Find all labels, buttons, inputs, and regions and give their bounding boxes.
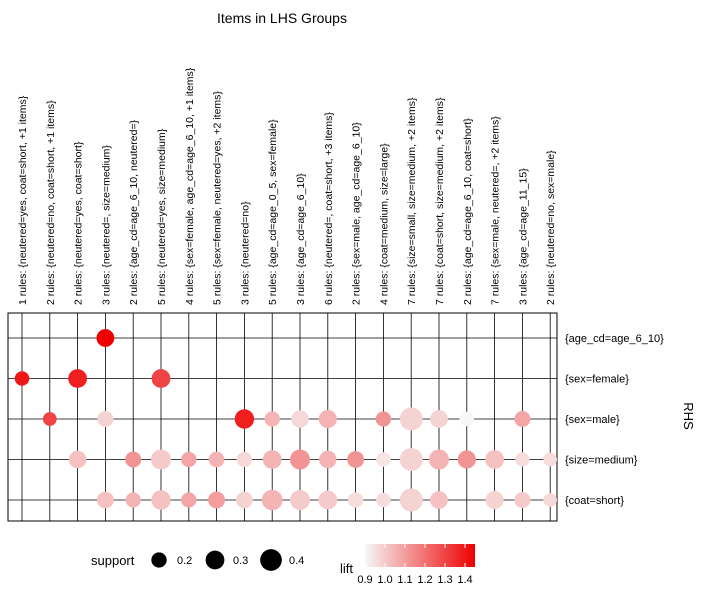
column-label: 2 rules: {neutered=no, sex=male}: [545, 150, 557, 305]
data-point: [347, 451, 364, 468]
data-point: [42, 412, 57, 426]
lift-legend-label: 0.9: [357, 574, 372, 586]
lift-legend-label: 1.4: [457, 574, 472, 586]
lift-legend-label: 1.2: [417, 574, 432, 586]
data-point: [181, 451, 197, 468]
column-label: 2 rules: {neutered=yes, coat=short}: [73, 141, 85, 305]
lift-legend-title: lift: [340, 561, 353, 576]
data-point: [399, 488, 423, 512]
data-point: [485, 490, 504, 510]
lift-colorbar: [365, 544, 475, 567]
data-point: [234, 409, 255, 429]
data-point: [291, 410, 309, 428]
data-point: [208, 451, 225, 468]
support-legend-dot: [260, 549, 282, 571]
data-point: [347, 492, 364, 508]
row-label: {age_cd=age_6_10}: [565, 333, 664, 345]
data-point: [125, 451, 142, 468]
data-point: [375, 411, 392, 427]
data-point: [14, 371, 30, 386]
matrix-points: [14, 329, 558, 512]
row-label: {coat=short}: [565, 495, 624, 507]
data-point: [97, 491, 114, 509]
data-point: [399, 407, 423, 431]
row-label: {size=medium}: [565, 455, 638, 467]
data-point: [543, 493, 558, 507]
data-point: [459, 411, 475, 427]
data-point: [515, 452, 530, 467]
data-point: [68, 450, 87, 469]
data-point: [236, 491, 253, 509]
data-point: [429, 449, 449, 470]
support-legend-dot: [151, 552, 167, 568]
column-label: 7 rules: {coat=short, size=medium, +2 it…: [434, 97, 446, 305]
data-point: [376, 492, 391, 508]
data-point: [430, 410, 448, 428]
column-label: 3 rules: {age_cd=age_6_10}: [295, 173, 307, 305]
column-label: 7 rules: {size=small, size=medium, +2 it…: [406, 97, 418, 305]
support-legend-title: support: [91, 553, 135, 568]
data-point: [208, 491, 226, 509]
matrix-grid: [7, 312, 558, 522]
data-point: [68, 369, 87, 388]
column-labels: 1 rules: {neutered=yes, coat=short, +1 i…: [17, 67, 557, 305]
data-point: [543, 452, 558, 467]
data-point: [151, 490, 171, 510]
row-label: {sex=male}: [565, 414, 620, 426]
plot-frame: [7, 312, 558, 522]
data-point: [430, 491, 448, 509]
column-label: 4 rules: {coat=medium, size=large}: [378, 143, 390, 305]
lift-legend-label: 1.1: [397, 574, 412, 586]
column-label: 2 rules: {age_cd=age_6_10, coat=short}: [462, 118, 474, 305]
support-legend: support 0.2 0.3 0.4: [91, 549, 304, 571]
data-point: [181, 492, 197, 508]
column-label: 5 rules: {sex=female, neutered=yes, +2 i…: [212, 91, 224, 305]
column-label: 5 rules: {age_cd=age_0_5, sex=female}: [267, 119, 279, 305]
column-label: 2 rules: {neutered=no, coat=short, +1 it…: [45, 100, 57, 305]
data-point: [264, 411, 280, 427]
data-point: [399, 448, 423, 471]
data-point: [318, 490, 338, 510]
column-label: 3 rules: {neutered=no}: [239, 201, 251, 305]
data-point: [96, 329, 115, 347]
data-point: [151, 369, 171, 388]
support-legend-label: 0.4: [289, 555, 304, 567]
data-point: [457, 450, 476, 469]
y-axis-title: RHS: [681, 402, 696, 430]
support-legend-dot: [205, 550, 225, 570]
data-point: [125, 492, 141, 508]
column-label: 3 rules: {age_cd=age_11_15}: [517, 168, 529, 305]
support-legend-label: 0.3: [233, 555, 248, 567]
lift-legend: lift 0.9 1.0 1.1 1.2 1.3 1.4: [340, 544, 475, 586]
column-label: 3 rules: {neutered=, size=medium}: [100, 145, 112, 305]
data-point: [319, 450, 337, 469]
column-label: 2 rules: {sex=male, age_cd=age_6_10}: [351, 122, 363, 305]
data-point: [262, 450, 282, 469]
data-point: [236, 451, 253, 468]
row-labels: {age_cd=age_6_10} {sex=female} {sex=male} {…: [565, 333, 664, 507]
column-label: 2 rules: {age_cd=age_6_10, neutered=}: [128, 119, 140, 305]
column-label: 1 rules: {neutered=yes, coat=short, +1 i…: [17, 95, 29, 305]
data-point: [514, 410, 531, 428]
column-label: 4 rules: {sex=female, age_cd=age_6_10, +…: [184, 67, 196, 305]
lift-legend-label: 1.3: [437, 574, 452, 586]
data-point: [514, 491, 531, 509]
lift-legend-label: 1.0: [377, 574, 392, 586]
data-point: [261, 489, 283, 511]
data-point: [318, 409, 337, 429]
data-point: [151, 449, 171, 470]
data-point: [97, 410, 114, 428]
data-point: [485, 450, 504, 469]
data-point: [290, 490, 310, 510]
data-point: [376, 452, 391, 467]
row-label: {sex=female}: [565, 374, 629, 386]
column-label: 7 rules: {sex=male, neutered=, +2 items}: [490, 116, 502, 305]
column-label: 5 rules: {neutered=yes, size=medium}: [156, 128, 168, 305]
support-legend-label: 0.2: [177, 555, 192, 567]
column-label: 6 rules: {neutered=, coat=short, +3 item…: [323, 112, 335, 305]
chart-title: Items in LHS Groups: [217, 10, 347, 26]
data-point: [290, 449, 310, 470]
